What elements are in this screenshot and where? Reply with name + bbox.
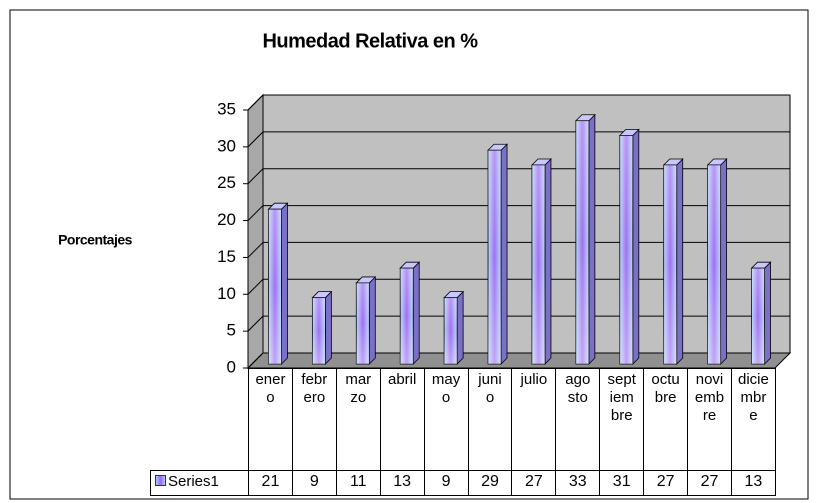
data-label: 21 xyxy=(248,470,293,496)
bar-side xyxy=(456,290,464,365)
y-tick-label: 15 xyxy=(217,247,236,266)
grid-line-side xyxy=(247,242,264,258)
data-label: 9 xyxy=(423,470,469,496)
bar-shine xyxy=(268,209,282,364)
grid-line-side xyxy=(247,94,264,111)
bar-side xyxy=(676,158,684,365)
value-row: Series1 21 9 11 13 9 29 27 33 31 27 27 13 xyxy=(150,470,776,496)
grid-line-side xyxy=(247,315,264,332)
x-tick-label: septiembre xyxy=(599,368,645,471)
bar-shine xyxy=(400,268,414,364)
bar-side xyxy=(544,158,552,365)
bar-shine xyxy=(751,268,765,364)
bar-side xyxy=(412,261,420,365)
data-table: enero febrero marzo abril mayo junio julio agos… xyxy=(150,368,776,496)
data-label: 27 xyxy=(687,470,732,496)
bar-side xyxy=(324,290,332,365)
bar-shine xyxy=(356,282,370,364)
y-tick-label: 10 xyxy=(217,284,236,303)
bar-shine xyxy=(575,120,589,364)
bar-side xyxy=(632,128,640,365)
data-label: 11 xyxy=(335,470,381,496)
chart-title: Humedad Relativa en % xyxy=(262,30,478,52)
bar-side xyxy=(368,275,376,365)
legend-key xyxy=(155,475,166,486)
bar-side xyxy=(281,202,288,365)
data-label: 29 xyxy=(467,470,513,496)
x-tick-label: julio xyxy=(511,368,557,471)
grid-line-side xyxy=(247,352,264,369)
bar-shine xyxy=(488,150,502,364)
bar-side xyxy=(500,143,508,365)
data-label: 13 xyxy=(730,470,776,496)
grid-line-side xyxy=(247,168,264,185)
category-row: enero febrero marzo abril mayo junio julio agos… xyxy=(150,368,776,471)
y-tick-label: 5 xyxy=(227,321,236,340)
grid-line-side xyxy=(247,205,264,221)
x-tick-label: diciembre xyxy=(730,368,776,471)
data-label: 13 xyxy=(379,470,425,496)
y-axis-title: Porcentajes xyxy=(58,232,133,248)
y-tick-label: 30 xyxy=(217,136,236,155)
bar-shine xyxy=(663,164,677,364)
data-label: 27 xyxy=(511,470,557,496)
y-tick-label: 20 xyxy=(217,210,236,229)
x-tick-label: febrero xyxy=(291,368,337,471)
bar-side xyxy=(588,113,596,365)
bar-shine xyxy=(707,164,721,364)
y-tick-label: 0 xyxy=(227,357,236,376)
data-label: 9 xyxy=(291,470,337,496)
bar-shine xyxy=(312,297,326,364)
x-tick-label: agosto xyxy=(555,368,601,471)
table-corner xyxy=(150,368,249,471)
legend-entry: Series1 xyxy=(150,470,249,496)
bar-shine xyxy=(619,135,633,364)
grid-line-side xyxy=(247,131,264,148)
y-tick-label: 35 xyxy=(217,99,236,118)
x-tick-label: junio xyxy=(467,368,513,471)
x-tick-label: enero xyxy=(248,368,293,471)
x-tick-label: mayo xyxy=(423,368,469,471)
data-label: 31 xyxy=(599,470,645,496)
y-tick-label: 25 xyxy=(217,173,236,192)
data-label: 27 xyxy=(643,470,689,496)
side-wall xyxy=(247,93,264,370)
x-tick-label: abril xyxy=(379,368,425,471)
x-tick-label: marzo xyxy=(335,368,381,471)
bar-side xyxy=(720,158,728,365)
bar-shine xyxy=(444,297,458,364)
x-tick-label: octubre xyxy=(643,368,689,471)
data-label: 33 xyxy=(555,470,601,496)
bar-shine xyxy=(531,164,545,364)
grid-line-side xyxy=(247,278,264,295)
bar-side xyxy=(764,261,771,365)
legend-label: Series1 xyxy=(168,473,219,490)
x-tick-label: noviembre xyxy=(687,368,732,471)
